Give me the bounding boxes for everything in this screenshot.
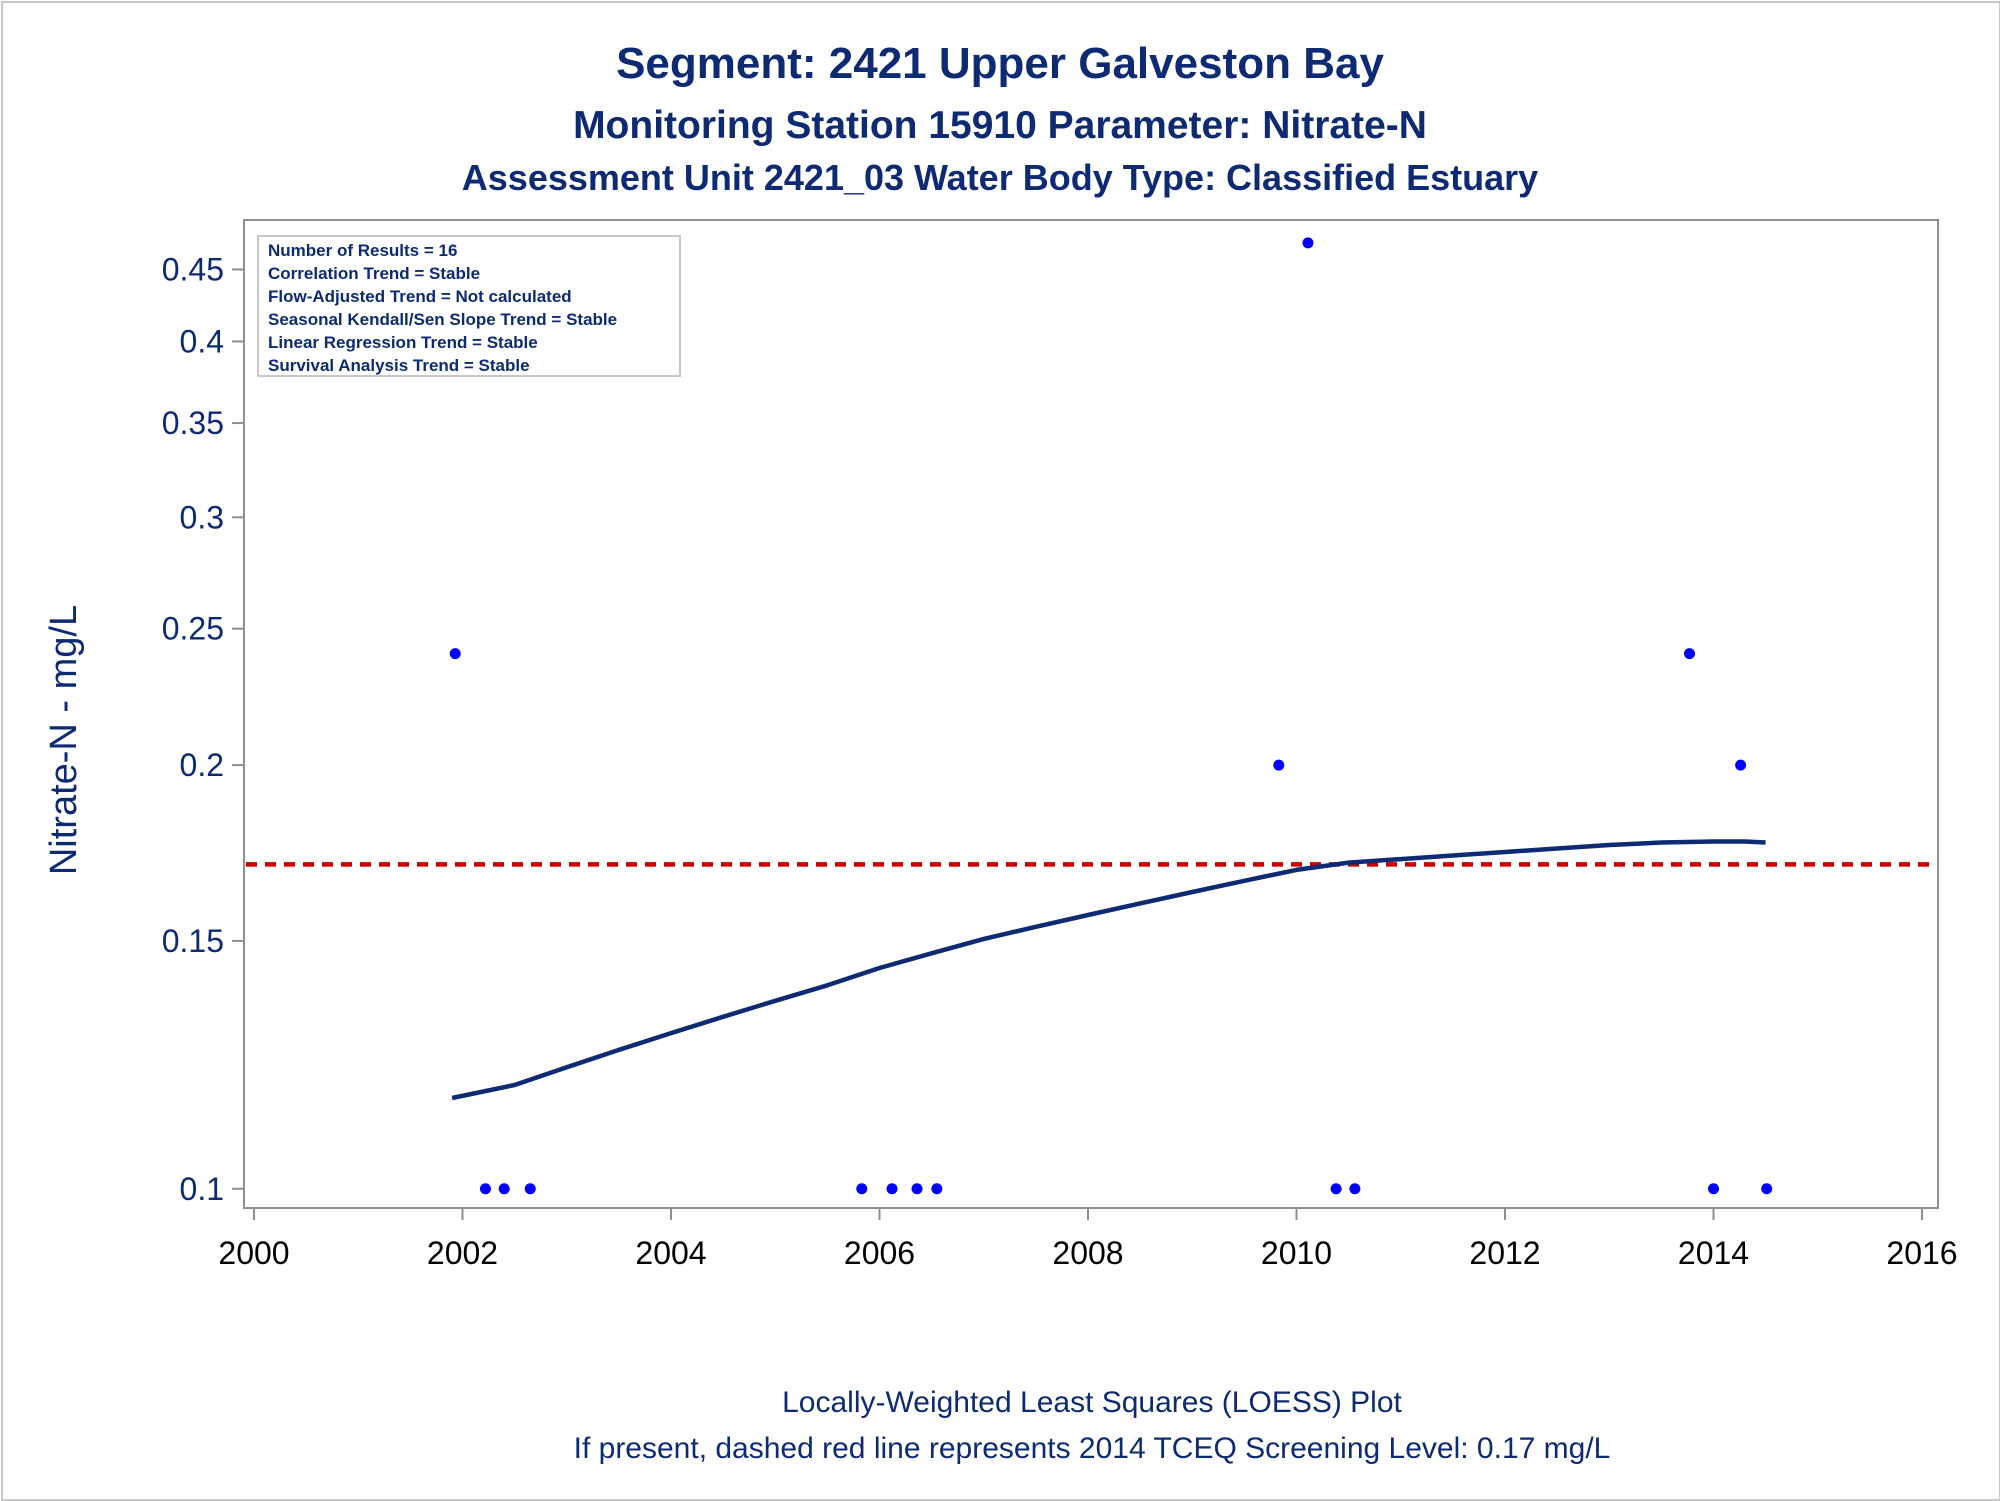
footnote-screening-level: If present, dashed red line represents 2… bbox=[574, 1432, 1611, 1465]
x-tick-label: 2016 bbox=[1886, 1235, 1957, 1271]
data-point bbox=[524, 1183, 536, 1195]
loess-curve bbox=[451, 839, 1766, 1101]
x-tick-label: 2012 bbox=[1469, 1235, 1540, 1271]
data-point bbox=[931, 1183, 943, 1195]
y-tick-label: 0.15 bbox=[162, 923, 224, 959]
inset-line: Number of Results = 16 bbox=[268, 241, 457, 260]
x-tick-label: 2006 bbox=[844, 1235, 915, 1271]
y-tick-label: 0.3 bbox=[180, 499, 224, 535]
y-tick-label: 0.25 bbox=[162, 611, 224, 647]
data-point bbox=[498, 1183, 510, 1195]
x-tick-label: 2000 bbox=[218, 1235, 289, 1271]
data-point bbox=[856, 1183, 868, 1195]
inset-line: Correlation Trend = Stable bbox=[268, 264, 480, 283]
loess-layer bbox=[451, 839, 1766, 1101]
data-point bbox=[911, 1183, 923, 1195]
data-point bbox=[1349, 1183, 1361, 1195]
inset-line: Seasonal Kendall/Sen Slope Trend = Stabl… bbox=[268, 310, 617, 329]
inset-box bbox=[257, 235, 681, 377]
y-axis: 0.1 0.15 0.2 0.25 0.3 0.35 0.4 0.45 bbox=[162, 251, 244, 1207]
data-point bbox=[449, 648, 461, 660]
x-tick-label: 2014 bbox=[1678, 1235, 1749, 1271]
data-point bbox=[1735, 759, 1747, 771]
y-tick-label: 0.45 bbox=[162, 251, 224, 287]
x-tick-label: 2008 bbox=[1052, 1235, 1123, 1271]
data-point bbox=[1273, 759, 1285, 771]
data-point bbox=[1302, 237, 1314, 249]
inset-line: Linear Regression Trend = Stable bbox=[268, 333, 538, 352]
y-tick-label: 0.4 bbox=[180, 323, 224, 359]
x-tick-label: 2004 bbox=[635, 1235, 706, 1271]
chart-subtitle-assessment: Assessment Unit 2421_03 Water Body Type:… bbox=[462, 157, 1538, 198]
data-point bbox=[1330, 1183, 1342, 1195]
y-tick-label: 0.1 bbox=[180, 1171, 224, 1207]
inset-line: Flow-Adjusted Trend = Not calculated bbox=[268, 287, 572, 306]
x-tick-label: 2002 bbox=[427, 1235, 498, 1271]
y-tick-label: 0.2 bbox=[180, 747, 224, 783]
plot-area bbox=[243, 219, 1939, 1209]
points-layer bbox=[449, 237, 1773, 1195]
footnote-plot-type: Locally-Weighted Least Squares (LOESS) P… bbox=[782, 1386, 1402, 1419]
data-point bbox=[1761, 1183, 1773, 1195]
inset-line: Survival Analysis Trend = Stable bbox=[268, 356, 530, 375]
data-point bbox=[1684, 648, 1696, 660]
data-point bbox=[886, 1183, 898, 1195]
data-point bbox=[479, 1183, 491, 1195]
y-tick-label: 0.35 bbox=[162, 405, 224, 441]
y-axis-label: Nitrate-N - mg/L bbox=[43, 605, 85, 875]
chart-title: Segment: 2421 Upper Galveston Bay bbox=[616, 39, 1384, 88]
data-point bbox=[1708, 1183, 1719, 1195]
trend-inset: Number of Results = 16 Correlation Trend… bbox=[257, 235, 681, 377]
x-tick-label: 2010 bbox=[1261, 1235, 1332, 1271]
chart-subtitle-station: Monitoring Station 15910 Parameter: Nitr… bbox=[573, 104, 1427, 147]
x-axis: 2000 2002 2004 2006 2008 2010 2012 2014 2016 bbox=[218, 1208, 1958, 1271]
